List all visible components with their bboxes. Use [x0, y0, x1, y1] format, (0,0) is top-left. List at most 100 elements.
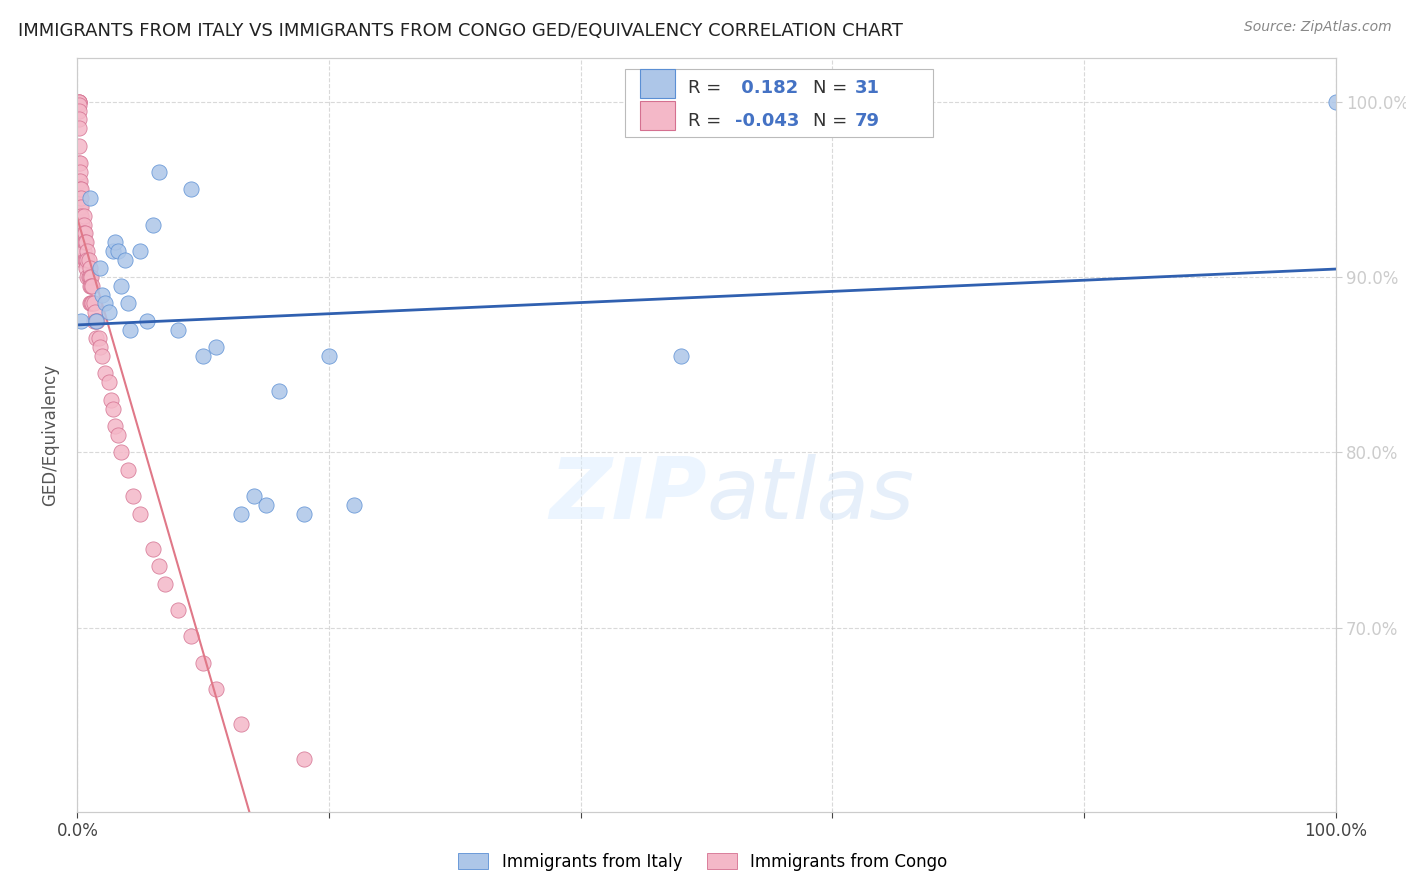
Point [70, 182, 93, 196]
Point [70, 314, 93, 328]
Point [77, 252, 100, 267]
Point [121, 489, 143, 503]
Point [142, 218, 165, 232]
Point [671, 349, 693, 363]
Point [84, 305, 107, 319]
Point [73, 227, 96, 241]
Point [155, 577, 177, 591]
Text: 31: 31 [855, 79, 880, 97]
Text: -0.043: -0.043 [735, 112, 800, 129]
Point [72, 252, 94, 267]
Point [72, 218, 94, 232]
Y-axis label: GED/Equivalency: GED/Equivalency [41, 364, 59, 506]
Point [67, 95, 90, 109]
Point [229, 717, 252, 731]
Point [148, 165, 170, 179]
Point [117, 463, 139, 477]
Point [94, 296, 117, 310]
Text: ZIP: ZIP [548, 454, 707, 537]
Point [110, 278, 132, 293]
Point [94, 367, 117, 381]
Point [167, 323, 190, 337]
Text: R =: R = [688, 112, 727, 129]
Point [97, 376, 120, 390]
Point [83, 314, 105, 328]
Point [142, 541, 165, 556]
Point [67, 156, 90, 170]
Text: atlas: atlas [707, 454, 914, 537]
Point [70, 218, 93, 232]
Point [69, 200, 91, 214]
Point [80, 270, 103, 285]
Point [191, 349, 215, 363]
Point [180, 182, 202, 196]
Point [73, 235, 96, 249]
Text: 79: 79 [855, 112, 880, 129]
Point [80, 278, 103, 293]
Text: IMMIGRANTS FROM ITALY VS IMMIGRANTS FROM CONGO GED/EQUIVALENCY CORRELATION CHART: IMMIGRANTS FROM ITALY VS IMMIGRANTS FROM… [18, 22, 903, 40]
Point [97, 305, 120, 319]
Point [73, 252, 96, 267]
Point [79, 296, 101, 310]
Point [69, 165, 91, 179]
Point [91, 349, 114, 363]
Point [104, 419, 127, 434]
Point [167, 603, 190, 617]
Point [254, 498, 277, 512]
Point [180, 629, 202, 643]
Point [83, 296, 105, 310]
Point [67, 138, 90, 153]
Point [148, 559, 170, 574]
Point [104, 235, 127, 249]
FancyBboxPatch shape [640, 101, 675, 129]
Point [82, 296, 104, 310]
Point [79, 270, 101, 285]
Point [91, 287, 114, 301]
Point [75, 261, 97, 276]
Point [69, 156, 91, 170]
Legend: Immigrants from Italy, Immigrants from Congo: Immigrants from Italy, Immigrants from C… [450, 845, 956, 880]
Point [75, 235, 97, 249]
Text: 0.182: 0.182 [735, 79, 799, 97]
Point [204, 340, 226, 354]
Point [67, 95, 90, 109]
Point [117, 296, 139, 310]
Point [101, 244, 124, 258]
Point [69, 182, 91, 196]
Point [67, 121, 90, 136]
Point [70, 191, 93, 205]
Point [100, 392, 122, 407]
Point [204, 681, 226, 696]
Point [84, 314, 107, 328]
Point [318, 349, 340, 363]
Point [69, 191, 91, 205]
Point [67, 112, 90, 127]
Point [343, 498, 366, 512]
Point [87, 331, 110, 345]
Point [72, 218, 94, 232]
Point [76, 252, 98, 267]
Point [67, 103, 90, 118]
FancyBboxPatch shape [640, 70, 675, 98]
Point [120, 323, 142, 337]
Point [75, 252, 97, 267]
Text: N =: N = [814, 79, 853, 97]
Point [107, 427, 129, 442]
Point [1324, 95, 1347, 109]
Point [79, 278, 101, 293]
Point [292, 507, 315, 521]
Point [67, 174, 90, 188]
FancyBboxPatch shape [624, 70, 934, 137]
Point [69, 174, 91, 188]
Point [76, 270, 98, 285]
Point [292, 752, 315, 766]
Text: R =: R = [688, 79, 727, 97]
Point [72, 227, 94, 241]
Point [267, 384, 290, 398]
Point [86, 314, 108, 328]
Point [107, 244, 129, 258]
Point [129, 244, 152, 258]
Point [72, 209, 94, 223]
Point [82, 278, 104, 293]
Point [70, 227, 93, 241]
